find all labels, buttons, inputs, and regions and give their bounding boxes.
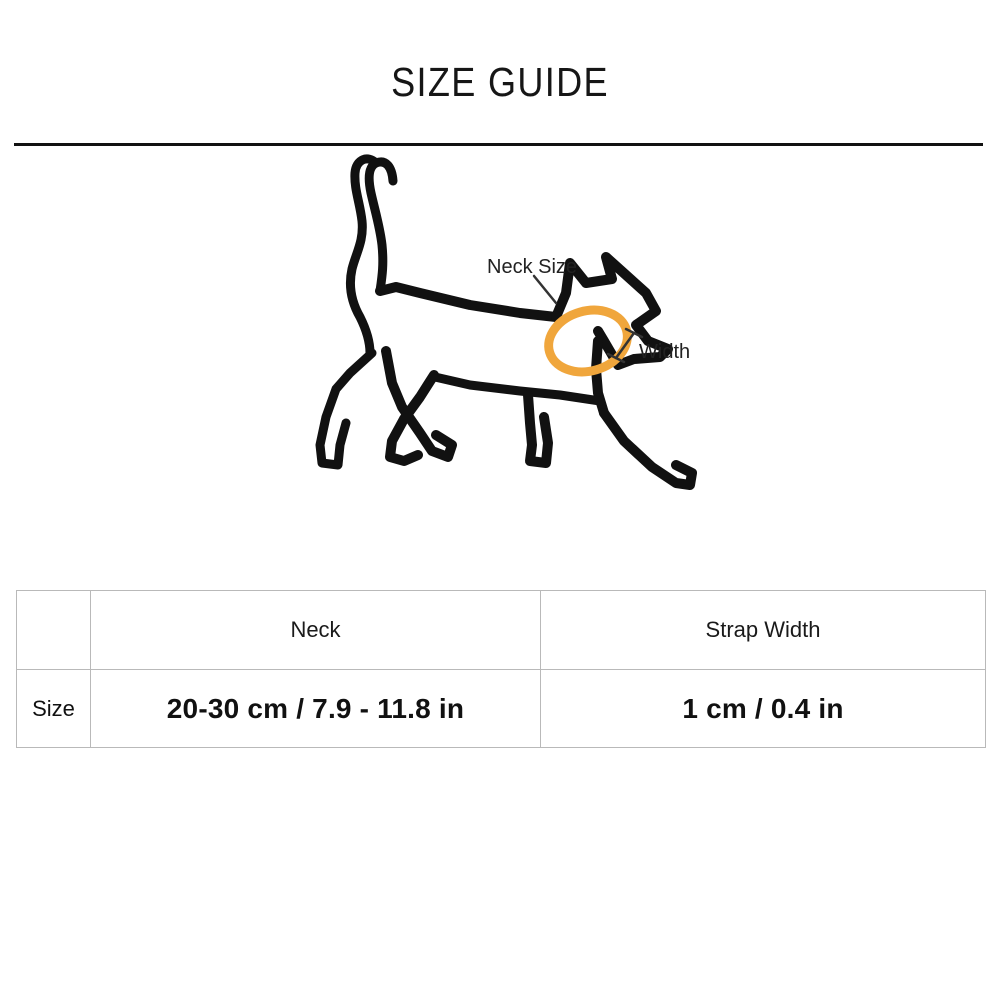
row-label-size: Size <box>16 669 91 748</box>
cat-front-leg <box>599 408 697 490</box>
cat-rear-leg-far <box>315 348 377 470</box>
width-bracket-line <box>614 331 636 360</box>
cat-haunch <box>385 370 439 466</box>
cat-head <box>551 252 673 370</box>
cat-illustration: Neck Size Width <box>0 145 1000 555</box>
neck-size-label: Neck Size <box>487 256 577 278</box>
cat-belly <box>430 372 605 406</box>
width-label: Width <box>639 341 690 363</box>
cat-back <box>375 282 561 322</box>
neck-size-leader-line <box>532 274 558 305</box>
width-bracket-cap-bottom <box>606 352 626 364</box>
column-header-neck: Neck <box>90 590 541 670</box>
cell-strap-width-value: 1 cm / 0.4 in <box>540 669 986 748</box>
table-corner-cell <box>16 590 91 670</box>
cat-tail <box>345 154 381 358</box>
cat-tail-inner <box>364 157 398 296</box>
header: SIZE GUIDE <box>0 0 1000 146</box>
table-header-row: Neck Strap Width <box>16 590 986 670</box>
width-bracket-cap-top <box>624 327 644 339</box>
cat-rear-leg-near <box>381 346 457 462</box>
column-header-strap-width: Strap Width <box>540 590 986 670</box>
cell-neck-value: 20-30 cm / 7.9 - 11.8 in <box>90 669 541 748</box>
page-title: SIZE GUIDE <box>391 59 609 105</box>
title-divider <box>14 143 983 146</box>
table-row: Size 20-30 cm / 7.9 - 11.8 in 1 cm / 0.4… <box>16 669 986 748</box>
size-table: Neck Strap Width Size 20-30 cm / 7.9 - 1… <box>16 590 986 748</box>
cat-mid-leg <box>523 390 553 468</box>
